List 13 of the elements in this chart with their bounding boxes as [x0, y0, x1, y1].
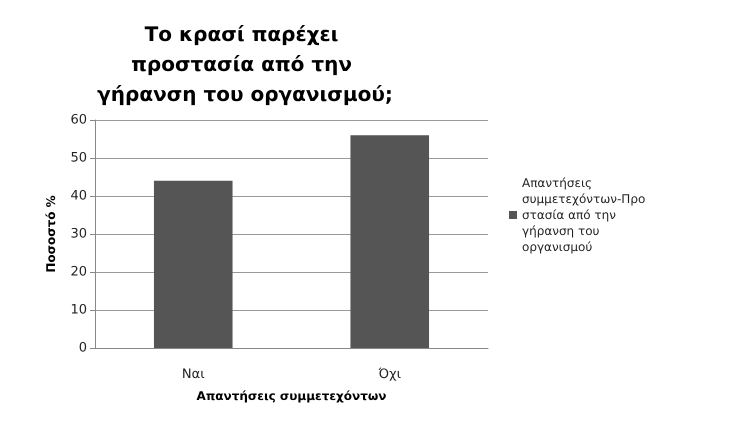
legend-label: Απαντήσεις συμμετεχόντων-Προστασία από την γήρανση του οργανισμού	[522, 176, 646, 254]
chart-title: Το κρασί παρέχει προστασία από την γήρανση του οργανισμού;	[97, 22, 393, 106]
y-tick-label: 0	[78, 340, 87, 356]
y-tick-label: 60	[70, 112, 87, 128]
x-tick-label: Όχι	[378, 367, 401, 382]
y-tick-label: 30	[70, 226, 87, 242]
x-tick-label: Ναι	[182, 367, 205, 382]
x-axis-title: Απαντήσεις συμμετεχόντων	[196, 389, 386, 403]
y-tick-label: 10	[70, 302, 87, 318]
y-tick-label: 50	[70, 150, 87, 166]
y-tick-label: 40	[70, 188, 87, 204]
y-tick-label: 20	[70, 264, 87, 280]
y-axis-title: Ποσοστό %	[44, 195, 58, 273]
